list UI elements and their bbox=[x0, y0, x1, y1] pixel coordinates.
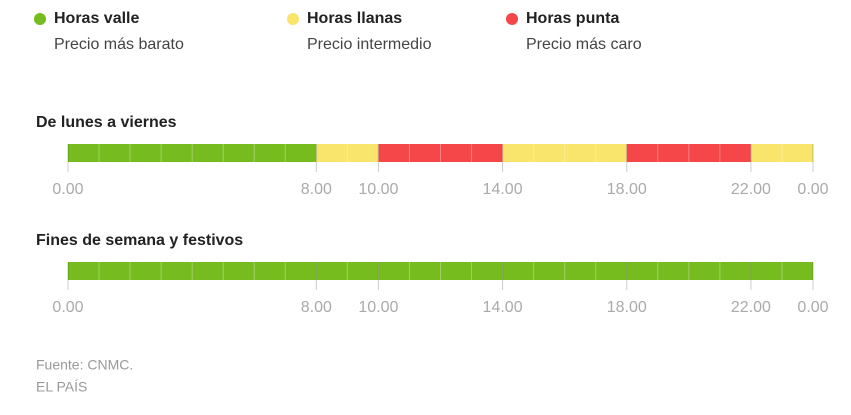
x-tick-label: 14.00 bbox=[483, 299, 523, 316]
x-tick-label: 8.00 bbox=[301, 181, 332, 198]
legend-description: Precio intermedio bbox=[307, 36, 432, 53]
legend-description: Precio más caro bbox=[526, 36, 642, 53]
legend-dot bbox=[287, 13, 299, 25]
x-tick-label: 0.00 bbox=[797, 181, 828, 198]
x-tick-label: 22.00 bbox=[731, 181, 771, 198]
segment bbox=[502, 144, 627, 162]
x-tick-label: 14.00 bbox=[483, 181, 523, 198]
legend-description: Precio más barato bbox=[54, 36, 184, 53]
legend-dot bbox=[34, 13, 46, 25]
legend-name: Horas valle bbox=[54, 10, 139, 27]
chart-title: Fines de semana y festivos bbox=[36, 232, 243, 249]
x-tick-label: 0.00 bbox=[797, 299, 828, 316]
source: Fuente: CNMC. bbox=[36, 357, 133, 373]
x-tick-label: 0.00 bbox=[52, 299, 83, 316]
x-tick-label: 22.00 bbox=[731, 299, 771, 316]
segment bbox=[378, 144, 503, 162]
x-tick-label: 18.00 bbox=[607, 299, 647, 316]
segment bbox=[68, 144, 317, 162]
publisher: EL PAÍS bbox=[36, 379, 87, 395]
legend-name: Horas llanas bbox=[307, 10, 402, 27]
segment bbox=[626, 144, 751, 162]
x-tick-label: 8.00 bbox=[301, 299, 332, 316]
segment bbox=[750, 144, 813, 162]
legend-name: Horas punta bbox=[526, 10, 619, 27]
legend-dot bbox=[506, 13, 518, 25]
chart-title: De lunes a viernes bbox=[36, 114, 177, 131]
segment bbox=[68, 262, 813, 280]
x-tick-label: 0.00 bbox=[52, 181, 83, 198]
x-tick-label: 10.00 bbox=[358, 181, 398, 198]
segment bbox=[316, 144, 379, 162]
x-tick-label: 10.00 bbox=[358, 299, 398, 316]
x-tick-label: 18.00 bbox=[607, 181, 647, 198]
